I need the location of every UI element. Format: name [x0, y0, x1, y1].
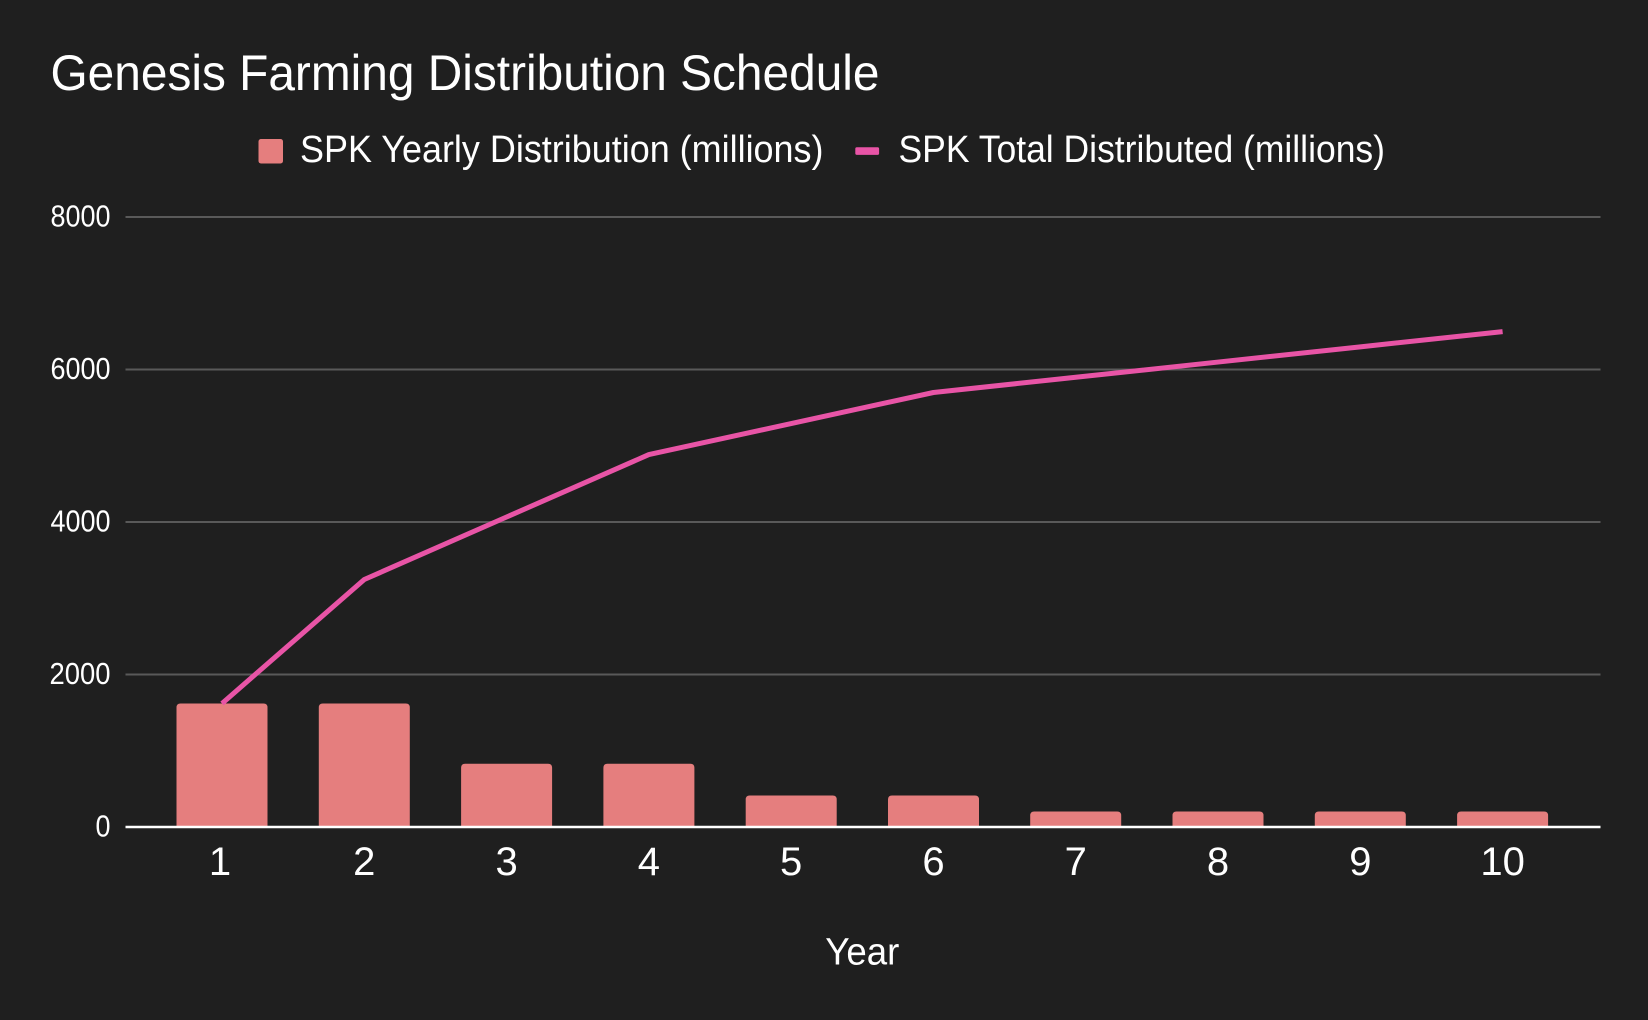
svg-text:8: 8: [1207, 840, 1229, 884]
svg-text:4: 4: [638, 840, 660, 884]
svg-text:8000: 8000: [51, 199, 111, 234]
svg-text:SPK Total Distributed (million: SPK Total Distributed (millions): [899, 129, 1386, 171]
svg-text:4000: 4000: [51, 504, 111, 539]
svg-text:1: 1: [209, 840, 231, 884]
svg-text:2000: 2000: [50, 656, 111, 691]
svg-text:10: 10: [1480, 840, 1525, 884]
svg-text:SPK Yearly Distribution (milli: SPK Yearly Distribution (millions): [300, 129, 824, 171]
svg-text:0: 0: [96, 809, 111, 844]
svg-text:9: 9: [1349, 840, 1371, 884]
svg-text:7: 7: [1065, 840, 1087, 884]
svg-text:5: 5: [780, 840, 802, 884]
svg-text:6000: 6000: [51, 351, 111, 386]
svg-text:2: 2: [353, 840, 375, 884]
svg-text:Year: Year: [825, 932, 899, 974]
svg-text:3: 3: [495, 840, 517, 884]
svg-text:6: 6: [922, 840, 944, 884]
svg-text:Genesis Farming Distribution S: Genesis Farming Distribution Schedule: [51, 45, 880, 101]
